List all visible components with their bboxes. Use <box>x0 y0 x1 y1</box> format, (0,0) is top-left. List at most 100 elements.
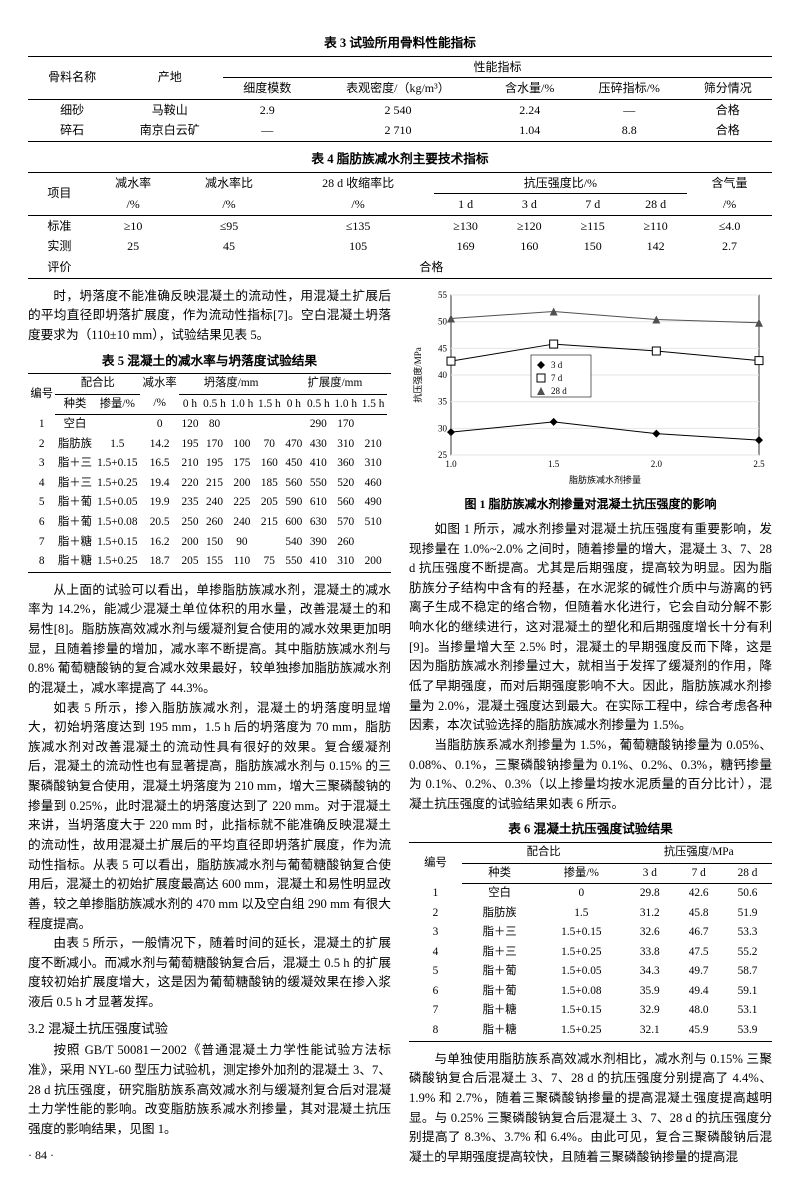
t5-h-s0: 0 h <box>179 394 201 415</box>
svg-text:抗压强度/MPa: 抗压强度/MPa <box>412 347 423 403</box>
t6-h-d3: 3 d <box>625 863 674 884</box>
t4-h-d1: 1 d <box>434 194 498 216</box>
table-row: 8脂＋糖1.5+0.2532.145.953.9 <box>409 1021 772 1041</box>
t4-h-d7: 7 d <box>561 194 624 216</box>
table5: 编号 配合比 减水率 坍落度/mm 扩展度/mm 种类 掺量/% /% 0 h … <box>28 373 391 572</box>
svg-text:35: 35 <box>438 396 448 406</box>
t5-h-pct: /% <box>140 394 179 415</box>
left-column: 时，坍落度不能准确反映混凝土的流动性，用混凝土扩展后的平均直径即坍落扩展度，作为… <box>28 287 391 1168</box>
svg-text:50: 50 <box>438 316 448 326</box>
para-r-2: 当脂肪族系减水剂掺量为 1.5%，葡萄糖酸钠掺量为 0.05%、0.08%、0.… <box>409 736 772 815</box>
t4-h-shrink: 28 d 收缩率比 <box>282 172 433 194</box>
t3-h-perf: 性能指标 <box>223 56 772 78</box>
t6-h-mix: 配合比 <box>462 843 625 864</box>
table-row: 标准≥10≤95≤135≥130≥120≥115≥110≤4.0 <box>28 215 772 236</box>
t4-h-item: 项目 <box>28 172 91 215</box>
table-row: 5脂＋葡1.5+0.0519.9235240225205590610560490 <box>28 493 391 513</box>
section-3-2-head: 3.2 混凝土抗压强度试验 <box>28 1019 391 1040</box>
table5-title: 表 5 混凝土的减水率与坍落度试验结果 <box>28 352 391 372</box>
t3-h-sieve: 筛分情况 <box>684 78 772 100</box>
table-row: 8脂＋糖1.5+0.2518.720515511075550410310200 <box>28 552 391 572</box>
t5-h-wr: 减水率 <box>140 374 179 395</box>
t5-h-s10: 1.0 h <box>228 394 255 415</box>
t6-h-str: 抗压强度/MPa <box>625 843 772 864</box>
para-r-3: 与单独使用脂肪族系高效减水剂相比，减水剂与 0.15% 三聚磷酸钠复合后混凝土 … <box>409 1050 772 1168</box>
table-row: 7脂＋糖1.5+0.1532.948.053.1 <box>409 1001 772 1021</box>
svg-text:30: 30 <box>438 423 448 433</box>
table3: 骨料名称 产地 性能指标 细度模数 表观密度/（kg/m³） 含水量/% 压碎指… <box>28 56 772 142</box>
para-left-top: 时，坍落度不能准确反映混凝土的流动性，用混凝土扩展后的平均直径即坍落扩展度，作为… <box>28 287 391 346</box>
t4-h-pct3: /% <box>282 194 433 216</box>
t4-h-d3: 3 d <box>497 194 561 216</box>
t5-h-s15: 1.5 h <box>256 394 283 415</box>
t3-h-crush: 压碎指标/% <box>575 78 684 100</box>
table4: 项目 减水率 减水率比 28 d 收缩率比 抗压强度比/% 含气量 /% /% … <box>28 172 772 279</box>
svg-text:28 d: 28 d <box>551 386 567 396</box>
t5-h-e05: 0.5 h <box>305 394 332 415</box>
t5-h-slump: 坍落度/mm <box>179 374 283 395</box>
t5-h-e0: 0 h <box>283 394 305 415</box>
t5-h-mix: 配合比 <box>55 374 140 395</box>
t3-h-water: 含水量/% <box>484 78 574 100</box>
t5-h-e10: 1.0 h <box>332 394 359 415</box>
t4-h-pct2: /% <box>176 194 283 216</box>
t3-h-origin: 产地 <box>116 56 223 99</box>
table-row: 评价合格 <box>28 257 772 278</box>
table-row: 1空白029.842.650.6 <box>409 884 772 904</box>
page-number: · 84 · <box>28 1146 391 1165</box>
body-columns: 时，坍落度不能准确反映混凝土的流动性，用混凝土扩展后的平均直径即坍落扩展度，作为… <box>28 287 772 1168</box>
table-row: 5脂＋葡1.5+0.0534.349.758.7 <box>409 962 772 982</box>
table-row: 3脂＋三1.5+0.1516.5210195175160450410360310 <box>28 454 391 474</box>
t5-h-s05: 0.5 h <box>201 394 228 415</box>
table-row: 4脂＋三1.5+0.2533.847.555.2 <box>409 943 772 963</box>
table3-title: 表 3 试验所用骨料性能指标 <box>28 34 772 54</box>
right-column: 253035404550551.01.52.02.5脂肪族减水剂掺量抗压强度/M… <box>409 287 772 1168</box>
table-row: 3脂＋三1.5+0.1532.646.753.3 <box>409 923 772 943</box>
t3-h-fine: 细度模数 <box>223 78 311 100</box>
para-l-3: 由表 5 所示，一般情况下，随着时间的延长，混凝土的扩展度不断减小。而减水剂与葡… <box>28 934 391 1013</box>
t4-h-wr: 减水率 <box>91 172 176 194</box>
svg-text:40: 40 <box>438 370 448 380</box>
svg-text:2.0: 2.0 <box>651 459 663 469</box>
t5-h-e15: 1.5 h <box>359 394 386 415</box>
t4-h-pct1: /% <box>91 194 176 216</box>
t6-h-d7: 7 d <box>674 863 723 884</box>
t4-h-d28: 28 d <box>624 194 687 216</box>
svg-text:1.0: 1.0 <box>445 459 457 469</box>
svg-text:脂肪族减水剂掺量: 脂肪族减水剂掺量 <box>569 474 641 485</box>
section-3-2-para: 按照 GB/T 50081－2002《普通混凝土力学性能试验方法标准》，采用 N… <box>28 1041 391 1139</box>
para-r-1: 如图 1 所示，减水剂掺量对混凝土抗压强度有重要影响，发现掺量在 1.0%~2.… <box>409 520 772 736</box>
t4-h-strength: 抗压强度比/% <box>434 172 687 194</box>
t6-h-no: 编号 <box>409 843 462 884</box>
t3-h-dens: 表观密度/（kg/m³） <box>311 78 484 100</box>
para-l-1: 从上面的试验可以看出，单掺脂肪族减水剂，混凝土的减水率为 14.2%，能减少混凝… <box>28 581 391 699</box>
t4-h-pct4: /% <box>687 194 772 216</box>
svg-text:55: 55 <box>438 290 448 300</box>
t4-h-wrb: 减水率比 <box>176 172 283 194</box>
t5-h-spread: 扩展度/mm <box>283 374 387 395</box>
table-row: 2脂肪族1.531.245.851.9 <box>409 904 772 924</box>
table6-title: 表 6 混凝土抗压强度试验结果 <box>409 820 772 840</box>
t6-h-d28: 28 d <box>723 863 772 884</box>
t4-h-air: 含气量 <box>687 172 772 194</box>
table4-title: 表 4 脂肪族减水剂主要技术指标 <box>28 150 772 170</box>
table-row: 碎石南京白云矿—2 7101.048.8合格 <box>28 120 772 141</box>
table6: 编号 配合比 抗压强度/MPa 种类 掺量/% 3 d 7 d 28 d 1空白… <box>409 842 772 1041</box>
table-row: 细砂马鞍山2.92 5402.24—合格 <box>28 99 772 120</box>
svg-text:2.5: 2.5 <box>753 459 765 469</box>
t5-h-dose: 掺量/% <box>95 394 141 415</box>
table-row: 1空白012080290170 <box>28 415 391 435</box>
t5-h-no: 编号 <box>28 374 55 415</box>
svg-text:45: 45 <box>438 343 448 353</box>
figure1-caption: 图 1 脂肪族减水剂掺量对混凝土抗压强度的影响 <box>409 495 772 514</box>
table-row: 4脂＋三1.5+0.2519.4220215200185560550520460 <box>28 474 391 494</box>
svg-text:3 d: 3 d <box>551 360 563 370</box>
table-row: 7脂＋糖1.5+0.1516.220015090540390260 <box>28 533 391 553</box>
t5-h-kind: 种类 <box>55 394 94 415</box>
t6-h-dose: 掺量/% <box>537 863 625 884</box>
t6-h-kind: 种类 <box>462 863 537 884</box>
table-row: 6脂＋葡1.5+0.0835.949.459.1 <box>409 982 772 1002</box>
table-row: 2脂肪族1.514.219517010070470430310210 <box>28 435 391 455</box>
para-l-2: 如表 5 所示，掺入脂肪族减水剂，混凝土的坍落度明显增大，初始坍落度达到 195… <box>28 699 391 935</box>
table-row: 实测25451051691601501422.7 <box>28 236 772 257</box>
